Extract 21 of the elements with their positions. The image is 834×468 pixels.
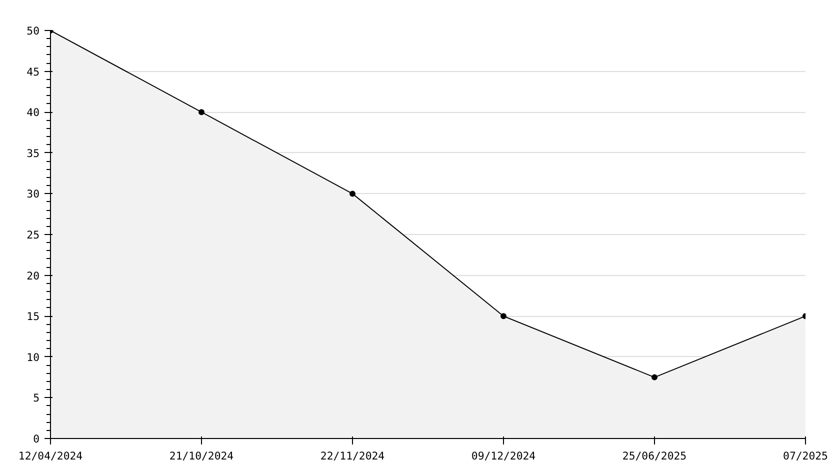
y-tick-label: 5 xyxy=(33,392,40,405)
x-tick-label: 22/11/2024 xyxy=(320,450,385,462)
y-tick-label: 20 xyxy=(26,269,40,282)
x-tick-label: 07/2025 xyxy=(783,450,828,462)
y-tick-label: 50 xyxy=(26,24,40,38)
point xyxy=(500,313,506,320)
y-tick-label: 30 xyxy=(26,188,40,201)
point xyxy=(652,374,658,380)
x-tick-label: 12/04/2024 xyxy=(18,450,83,462)
y-tick-label: 15 xyxy=(26,310,40,324)
y-tick-label: 0 xyxy=(33,432,40,446)
y-tick-label: 40 xyxy=(26,106,40,120)
y-tick-label: 10 xyxy=(26,350,40,364)
y-tick-label: 45 xyxy=(26,65,40,78)
point xyxy=(350,190,356,197)
x-tick-label: 21/10/2024 xyxy=(169,450,234,462)
x-tick-label: 09/12/2024 xyxy=(471,450,536,462)
x-tick-label: 25/06/2025 xyxy=(622,450,687,462)
point xyxy=(198,109,204,116)
y-tick-label: 25 xyxy=(26,228,40,242)
y-tick-label: 35 xyxy=(26,146,40,160)
